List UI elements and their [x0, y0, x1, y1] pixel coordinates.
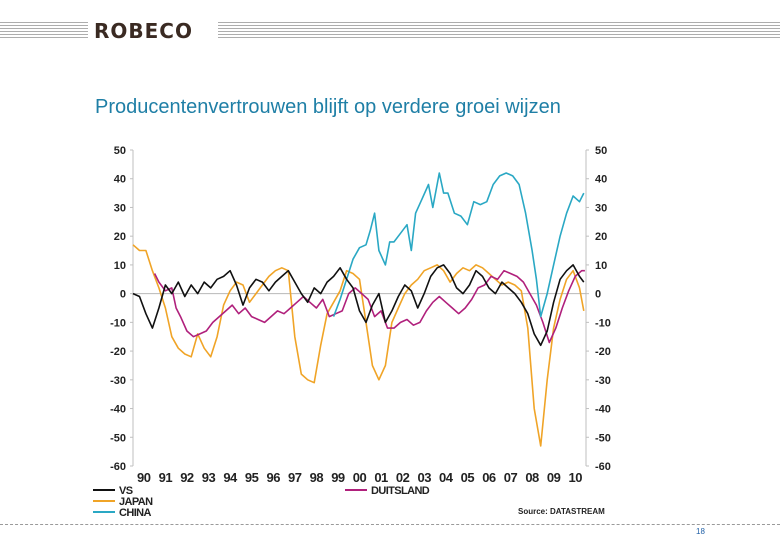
series-line-japan — [132, 244, 585, 447]
y-tick-label-left: -60 — [110, 461, 126, 473]
y-tick-label-left: -20 — [110, 346, 126, 358]
robeco-logo: ROBECO — [94, 19, 193, 43]
x-tick-label: 91 — [159, 470, 173, 485]
x-tick-label: 99 — [331, 470, 345, 485]
x-tick-label: 02 — [396, 470, 410, 485]
x-tick-label: 90 — [137, 470, 151, 485]
x-tick-label: 00 — [353, 470, 367, 485]
footer-divider — [0, 524, 780, 525]
x-tick-label: 98 — [310, 470, 324, 485]
y-tick-label-right: -40 — [595, 404, 611, 416]
y-tick-label-right: 40 — [595, 174, 607, 186]
y-tick-label-left: -50 — [110, 432, 126, 444]
y-tick-label-left: 50 — [114, 145, 126, 157]
slide-title: Producentenvertrouwen blijft op verdere … — [95, 96, 561, 118]
x-tick-label: 08 — [525, 470, 539, 485]
legend-label-duitsland: DUITSLAND — [371, 485, 430, 497]
series-line-vs — [132, 264, 585, 347]
y-tick-label-right: 50 — [595, 145, 607, 157]
y-tick-label-right: 10 — [595, 260, 607, 272]
y-tick-label-left: 30 — [114, 202, 126, 214]
y-tick-label-right: 0 — [595, 289, 601, 301]
y-tick-label-left: -30 — [110, 375, 126, 387]
y-tick-label-left: 10 — [114, 260, 126, 272]
y-tick-label-left: 40 — [114, 174, 126, 186]
x-tick-label: 06 — [482, 470, 496, 485]
x-tick-label: 10 — [568, 470, 582, 485]
y-tick-label-right: -60 — [595, 461, 611, 473]
x-tick-label: 96 — [266, 470, 280, 485]
legend-label-japan: JAPAN — [119, 496, 153, 508]
y-tick-label-right: -30 — [595, 375, 611, 387]
x-tick-label: 93 — [202, 470, 216, 485]
header-hatch-right — [218, 22, 780, 40]
x-tick-label: 04 — [439, 470, 454, 485]
y-tick-label-right: -20 — [595, 346, 611, 358]
legend-label-china: CHINA — [119, 507, 151, 519]
x-tick-label: 07 — [504, 470, 518, 485]
header-hatch-left — [0, 22, 88, 40]
y-tick-label-left: -10 — [110, 317, 126, 329]
series-line-duitsland — [153, 269, 585, 344]
y-tick-label-left: 20 — [114, 231, 126, 243]
x-tick-label: 03 — [417, 470, 431, 485]
x-tick-label: 95 — [245, 470, 259, 485]
y-tick-label-right: -10 — [595, 317, 611, 329]
y-tick-label-left: -40 — [110, 404, 126, 416]
y-tick-label-right: 20 — [595, 231, 607, 243]
x-tick-label: 92 — [180, 470, 194, 485]
y-tick-label-left: 0 — [120, 289, 126, 301]
series-line-china — [332, 172, 585, 318]
x-tick-label: 05 — [461, 470, 475, 485]
y-tick-label-right: 30 — [595, 202, 607, 214]
x-tick-label: 01 — [374, 470, 388, 485]
x-tick-label: 94 — [223, 470, 238, 485]
x-tick-label: 09 — [547, 470, 561, 485]
chart-source: Source: DATASTREAM — [518, 507, 605, 516]
page-number: 18 — [696, 527, 705, 536]
legend-label-vs: VS — [119, 485, 133, 497]
y-tick-label-right: -50 — [595, 432, 611, 444]
x-tick-label: 97 — [288, 470, 302, 485]
